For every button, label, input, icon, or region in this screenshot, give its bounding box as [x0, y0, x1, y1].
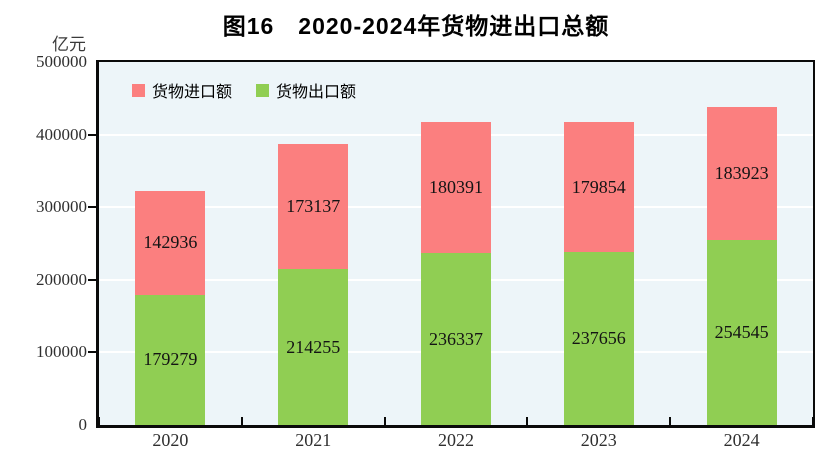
bar-value-label-export: 237656 — [571, 328, 626, 349]
legend-swatch-icon — [256, 83, 270, 97]
bar-segment-export-2023: 237656 — [563, 252, 634, 425]
x-axis-tick-label: 2021 — [295, 430, 332, 450]
y-axis-tick — [88, 133, 96, 136]
stacked-bar-2022: 180391 236337 — [421, 122, 491, 425]
x-axis-tick-label: 2023 — [580, 430, 617, 450]
bar-segment-export-2024: 254545 — [706, 240, 777, 425]
stacked-bar-2020: 142936 179279 — [135, 191, 206, 425]
plot-area: 货物进口额 货物出口额 142936 179279 173137 214255 18039… — [96, 60, 815, 428]
x-axis-tick — [98, 417, 100, 427]
bar-segment-import-2022: 180391 — [421, 122, 491, 254]
stacked-bar-2024: 183923 254545 — [706, 106, 777, 425]
bar-value-label-export: 236337 — [429, 328, 483, 349]
y-axis-tick — [88, 351, 96, 354]
legend-item-export: 货物出口额 — [256, 78, 356, 102]
stacked-bar-2021: 173137 214255 — [278, 143, 349, 425]
y-axis-tick-label: 400000 — [36, 124, 87, 144]
x-axis-tick — [526, 417, 529, 427]
x-axis-tick — [383, 417, 386, 427]
x-axis-tick-label: 2020 — [152, 430, 189, 450]
stacked-bar-2023: 179854 237656 — [563, 121, 634, 425]
x-axis-tick — [240, 417, 243, 427]
legend-item-label: 货物出口额 — [276, 84, 357, 101]
x-axis-tick — [669, 417, 672, 427]
bar-value-label-import: 173137 — [286, 196, 341, 217]
bar-segment-export-2022: 236337 — [421, 253, 491, 425]
x-axis-tick-label: 2024 — [723, 430, 760, 450]
legend-item-label: 货物进口额 — [152, 84, 233, 101]
y-axis-tick-label: 300000 — [36, 197, 87, 217]
bar-segment-export-2021: 214255 — [278, 269, 349, 425]
bar-value-label-import: 183923 — [714, 162, 769, 183]
y-axis-tick-label: 100000 — [36, 342, 87, 362]
chart-title: 图16 2020-2024年货物进出口总额 — [222, 13, 610, 39]
legend-swatch-icon — [132, 83, 145, 97]
bar-segment-import-2021: 173137 — [278, 143, 349, 270]
legend: 货物进口额 货物出口额 — [132, 78, 356, 102]
y-axis-tick-label: 200000 — [36, 269, 87, 289]
legend-item-import: 货物进口额 — [132, 78, 232, 102]
y-axis-tick-label: 500000 — [36, 52, 87, 71]
y-axis-unit-label: 亿元 — [52, 35, 86, 54]
bar-segment-import-2024: 183923 — [706, 106, 777, 241]
bar-segment-import-2023: 179854 — [563, 121, 634, 253]
bar-value-label-import: 142936 — [143, 232, 198, 253]
bar-value-label-export: 214255 — [286, 336, 341, 357]
bar-value-label-export: 179279 — [143, 349, 198, 370]
bar-segment-import-2020: 142936 — [135, 191, 206, 295]
bar-segment-export-2020: 179279 — [135, 294, 206, 425]
bar-value-label-export: 254545 — [714, 322, 769, 343]
y-axis-tick-label: 0 — [78, 415, 88, 434]
x-axis-tick-label: 2022 — [438, 430, 474, 450]
bar-value-label-import: 179854 — [571, 176, 626, 197]
bar-value-label-import: 180391 — [429, 177, 483, 198]
y-axis-tick — [88, 278, 96, 281]
x-axis-tick — [812, 417, 814, 427]
y-axis-tick — [88, 206, 96, 209]
